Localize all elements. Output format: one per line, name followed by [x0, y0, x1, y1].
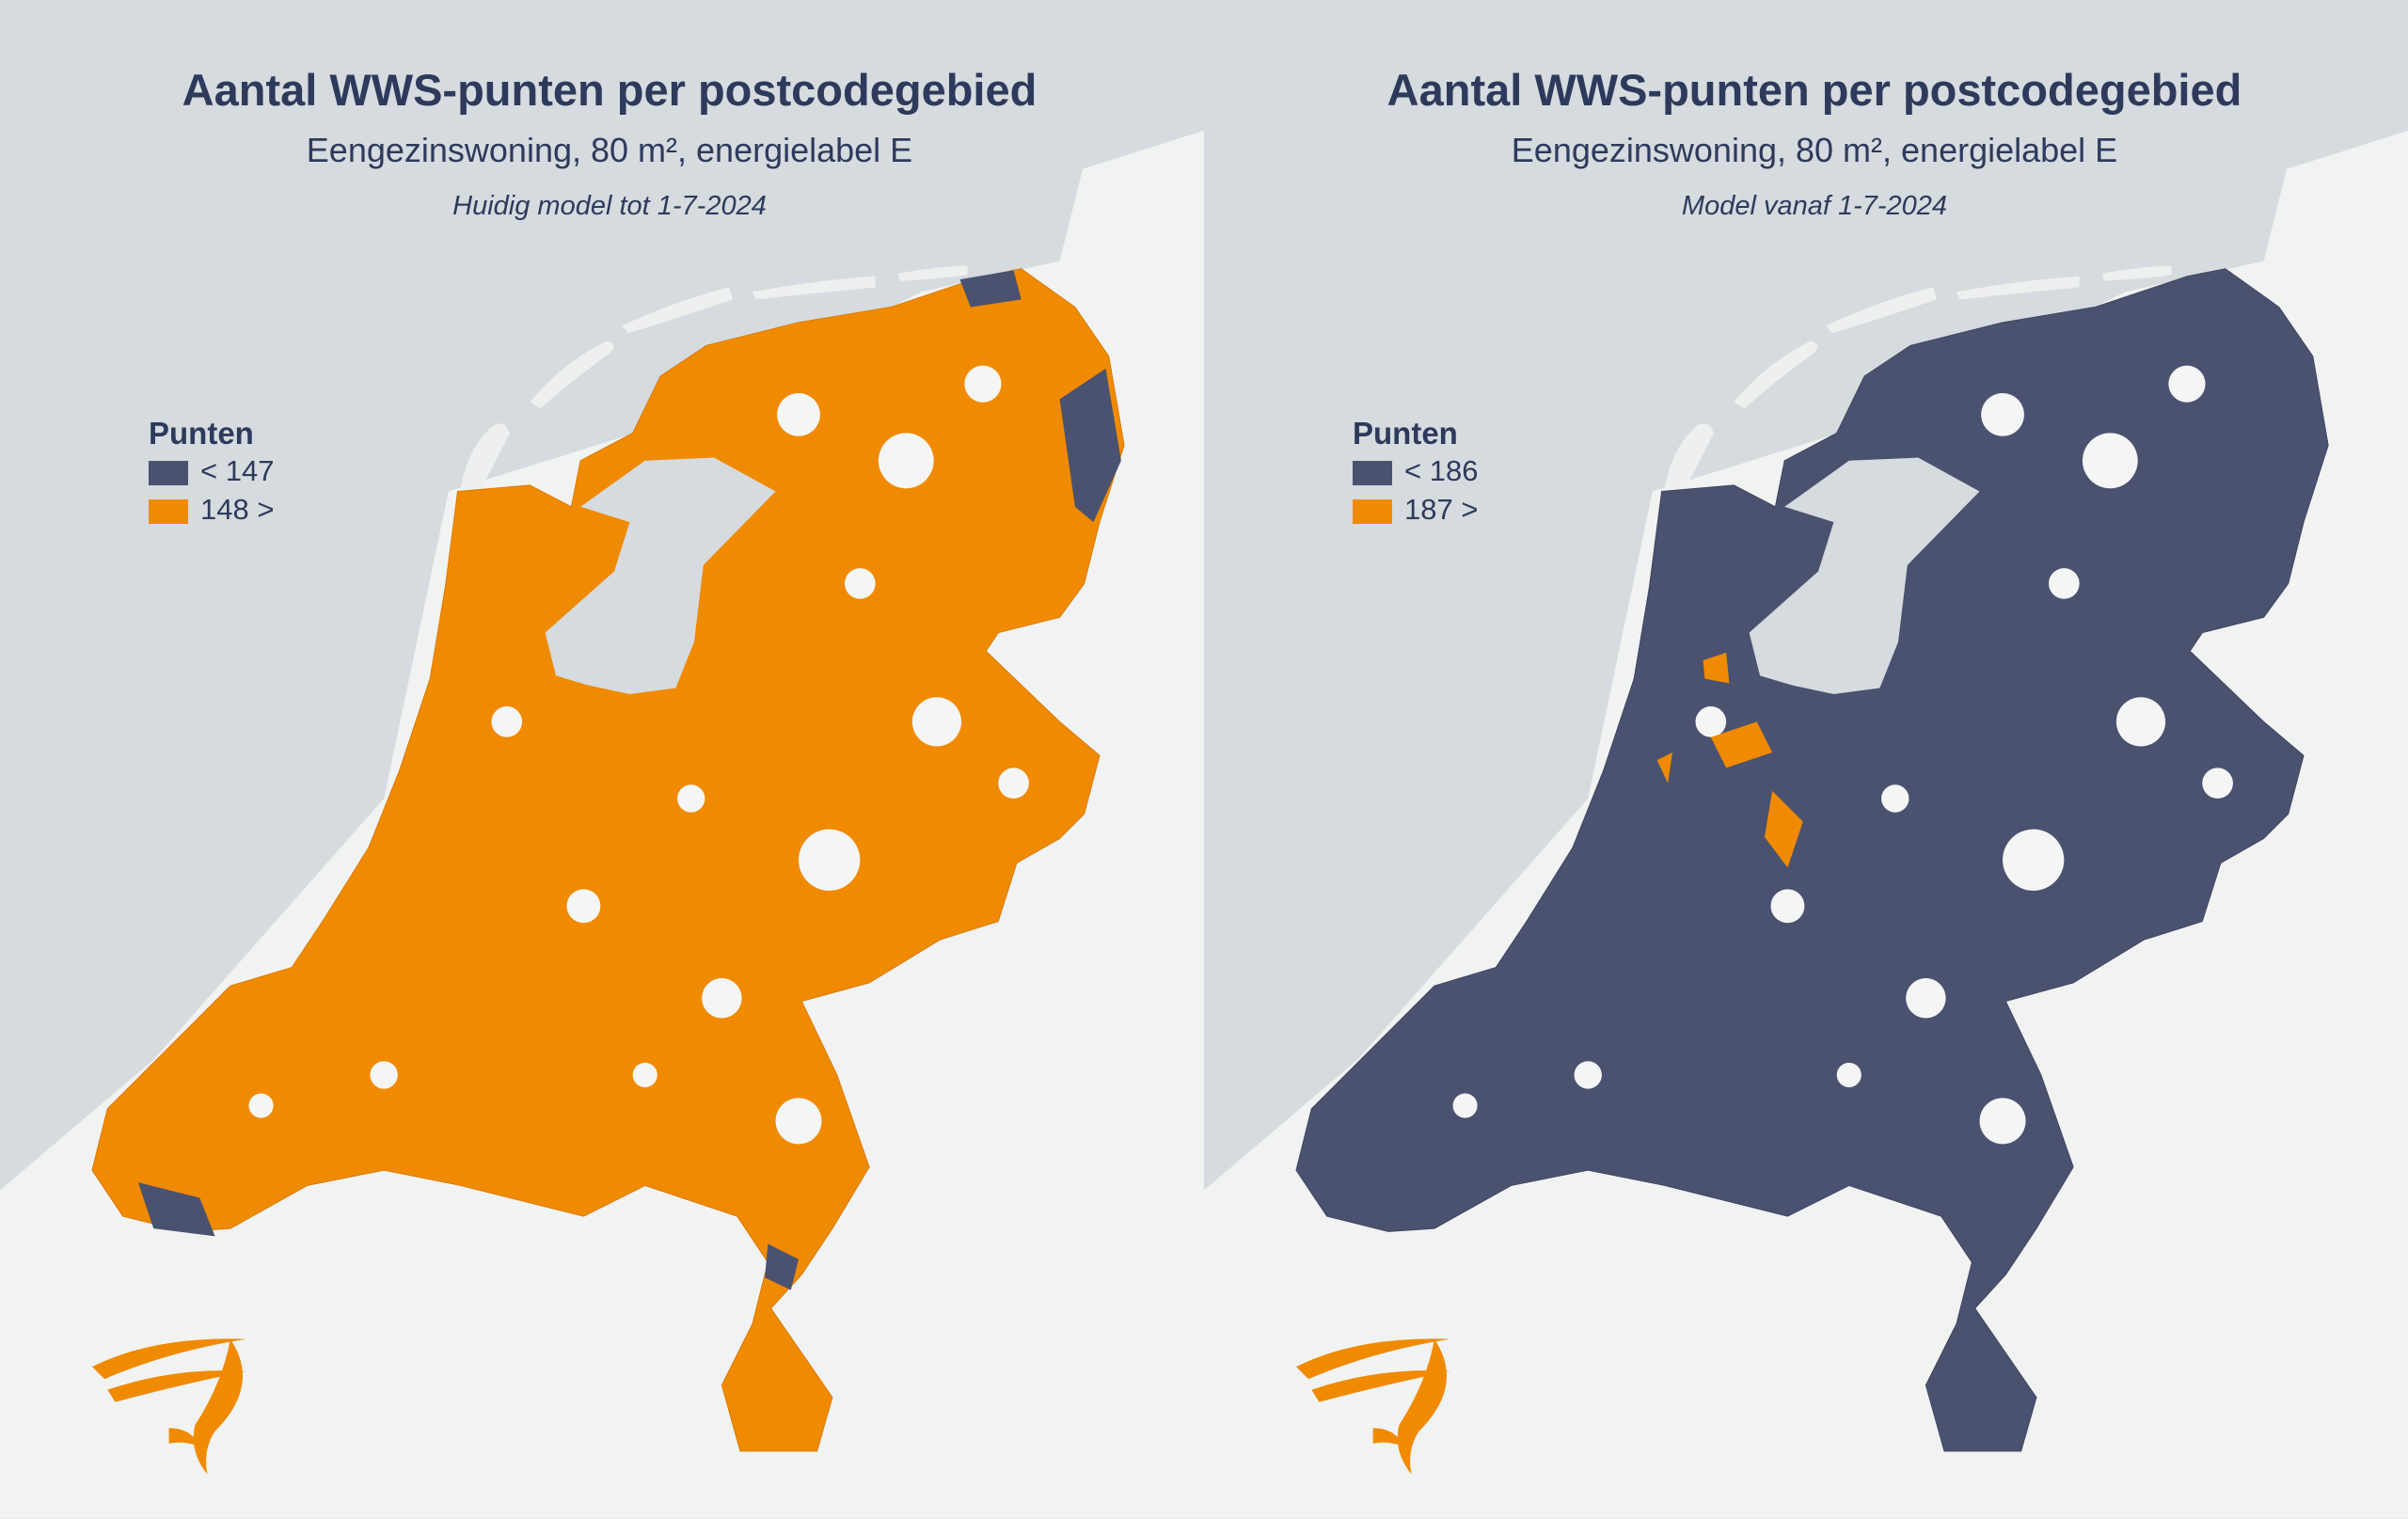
subtitle: Eengezinswoning, 80 m², energielabel E [1512, 131, 2117, 169]
legend-title: Punten [1353, 416, 1458, 451]
title: Aantal WWS-punten per postcodegebied [182, 65, 1038, 115]
title: Aantal WWS-punten per postcodegebied [1387, 65, 2242, 115]
model-note: Huidig model tot 1-7-2024 [452, 191, 767, 221]
legend-swatch [1353, 499, 1392, 524]
legend-label: 148 > [200, 493, 274, 526]
legend-swatch [1353, 461, 1392, 485]
model-note: Model vanaf 1-7-2024 [1682, 191, 1947, 221]
legend-swatch [149, 499, 188, 524]
subtitle: Eengezinswoning, 80 m², energielabel E [307, 131, 912, 169]
legend-label: 187 > [1404, 493, 1478, 526]
legend-swatch [149, 461, 188, 485]
legend-title: Punten [149, 416, 254, 451]
legend-label: < 147 [200, 454, 274, 487]
legend-label: < 186 [1404, 454, 1478, 487]
